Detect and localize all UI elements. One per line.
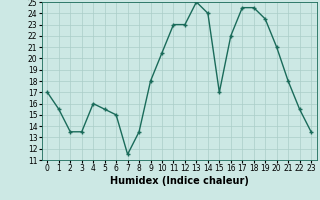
X-axis label: Humidex (Indice chaleur): Humidex (Indice chaleur) xyxy=(110,176,249,186)
